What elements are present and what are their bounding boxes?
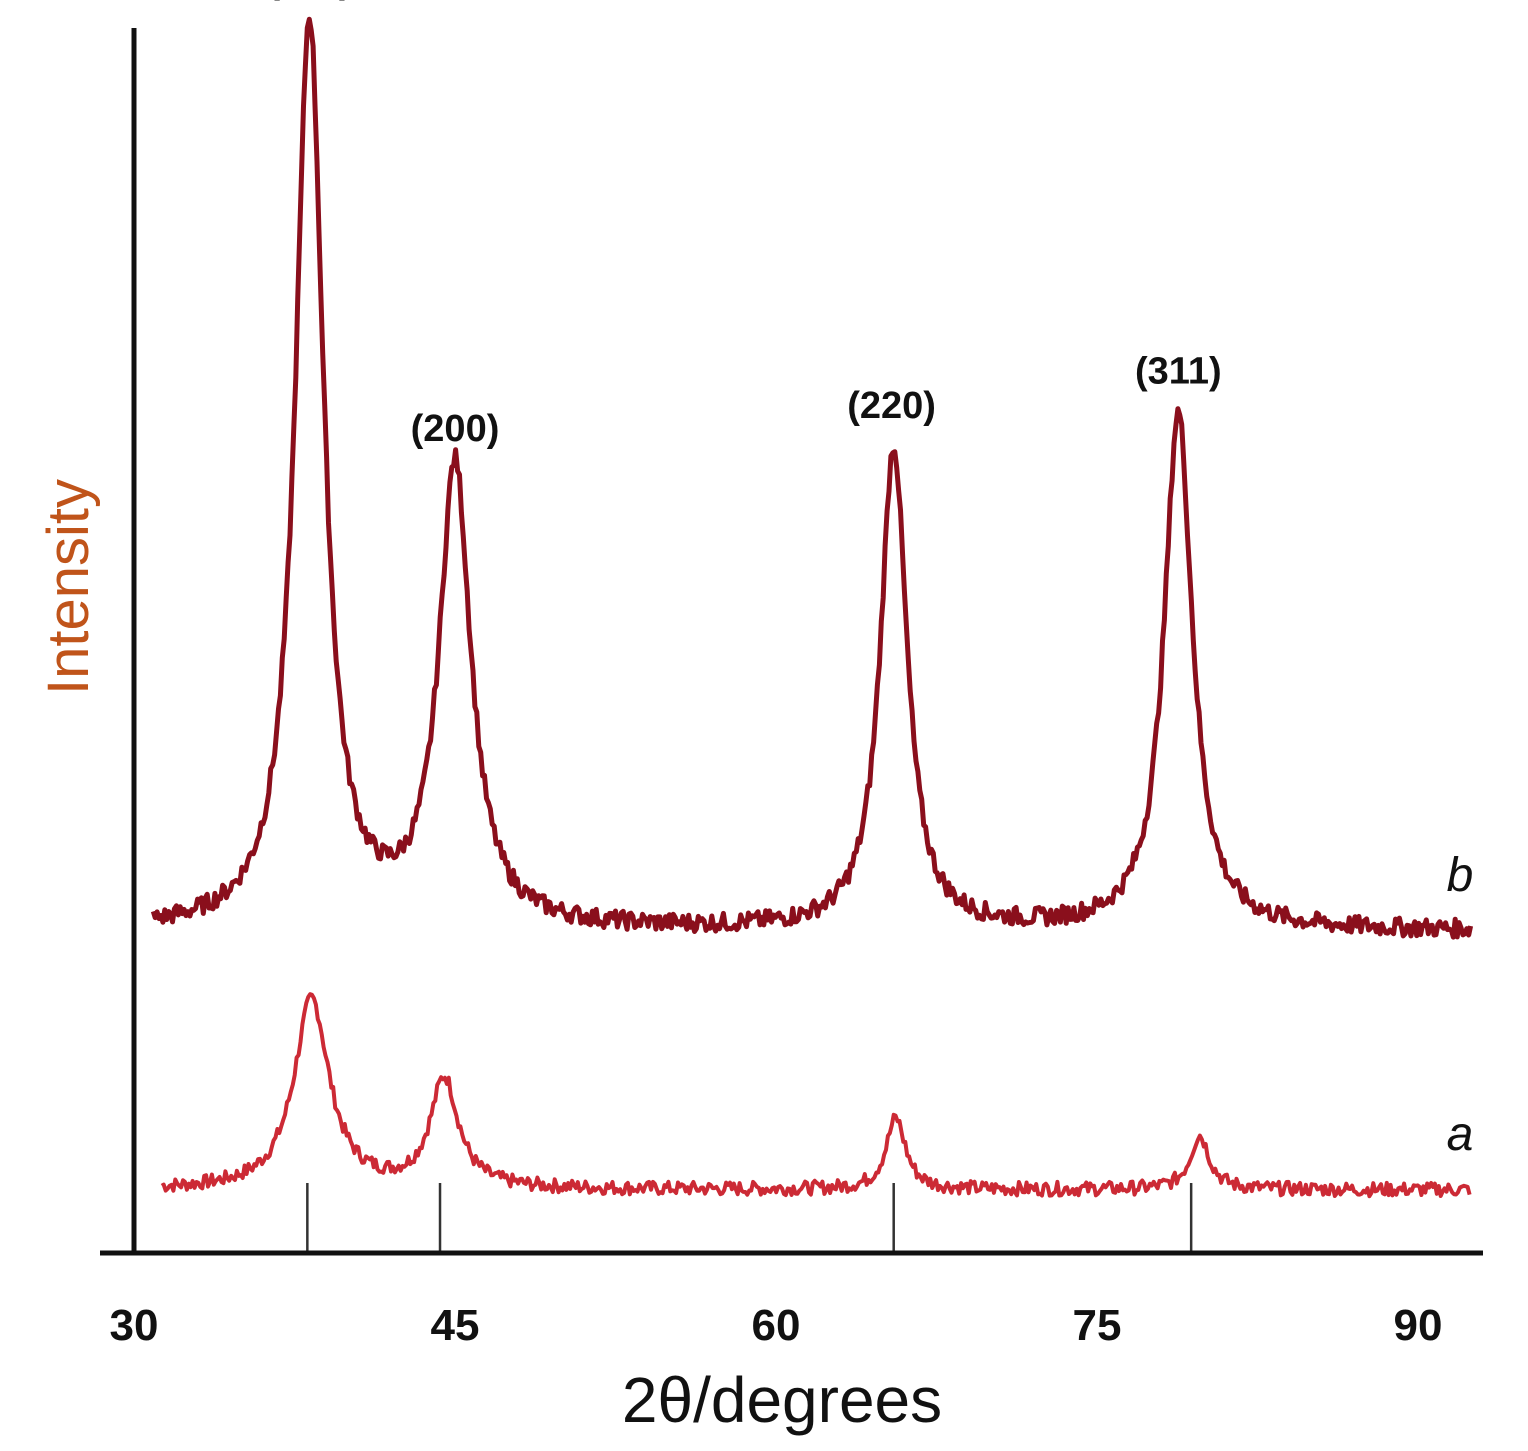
peak-annotations: (111) (200) (220) (311): [267, 0, 1221, 450]
series-labels: ab: [1447, 849, 1474, 1161]
series-a-line: [160, 992, 1472, 1199]
series-label-a: a: [1447, 1108, 1474, 1161]
peak-label-0: (111): [267, 0, 352, 2]
peak-label-1: (200): [411, 408, 500, 450]
series-label-b: b: [1447, 849, 1474, 902]
x-tick-label-90: 90: [1394, 1301, 1443, 1350]
peak-label-3: (311): [1135, 351, 1222, 393]
series-b-line: [150, 16, 1474, 940]
y-axis-title: Intensity: [36, 479, 101, 695]
x-tick-label-60: 60: [752, 1301, 801, 1350]
x-tick-label-45: 45: [431, 1301, 480, 1350]
x-axis-title: 2θ/degrees: [622, 1364, 942, 1436]
x-tick-label-75: 75: [1073, 1301, 1122, 1350]
series-group: [150, 16, 1474, 1199]
reference-lines: [306, 1183, 1193, 1251]
x-tick-labels: 30 45 60 75 90: [110, 1301, 1443, 1350]
peak-label-2: (220): [847, 385, 936, 427]
x-tick-label-30: 30: [110, 1301, 159, 1350]
